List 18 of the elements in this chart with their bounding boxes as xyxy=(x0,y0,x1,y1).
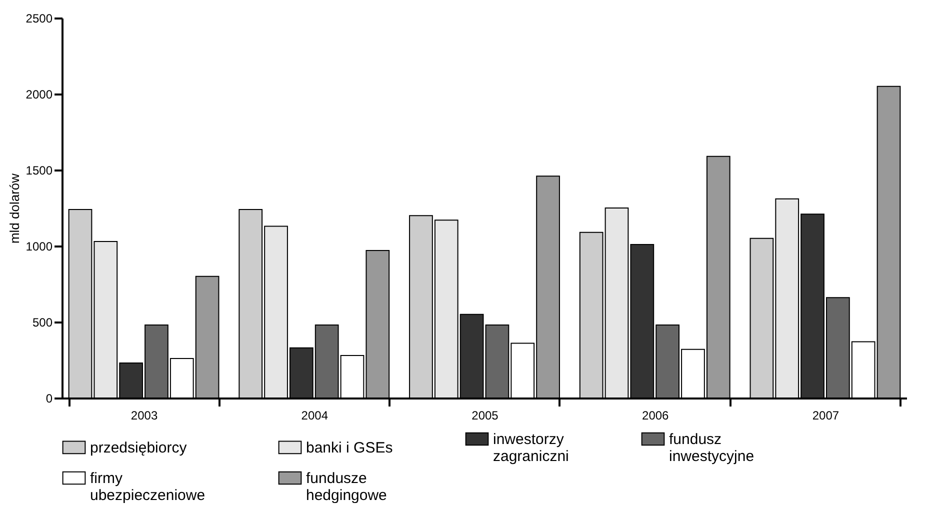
legend-label: banki i GSEs xyxy=(306,439,393,456)
x-tick-label: 2003 xyxy=(130,408,158,422)
x-tick-label: 2007 xyxy=(812,408,840,422)
y-tick-label: 2000 xyxy=(26,88,53,102)
legend-label: inwestorzy zagraniczni xyxy=(493,431,569,465)
y-axis-title: mld dolarów xyxy=(6,172,22,244)
x-tick-label: 2005 xyxy=(472,408,499,422)
legend-label: przedsiębiorcy xyxy=(90,439,188,456)
y-tick-label: 500 xyxy=(32,316,53,330)
y-tick-label: 0 xyxy=(46,392,53,406)
legend-label: firmy ubezpieczeniowe xyxy=(90,470,206,504)
x-tick-label: 2006 xyxy=(642,408,670,422)
y-tick-label: 1000 xyxy=(26,240,53,254)
legend-label: fundusz inwestycyjne xyxy=(669,431,754,465)
x-tick-label: 2004 xyxy=(301,408,328,422)
y-tick-label: 2500 xyxy=(26,12,53,26)
y-tick-label: 1500 xyxy=(26,164,53,178)
legend-label: fundusze hedgingowe xyxy=(306,470,387,504)
